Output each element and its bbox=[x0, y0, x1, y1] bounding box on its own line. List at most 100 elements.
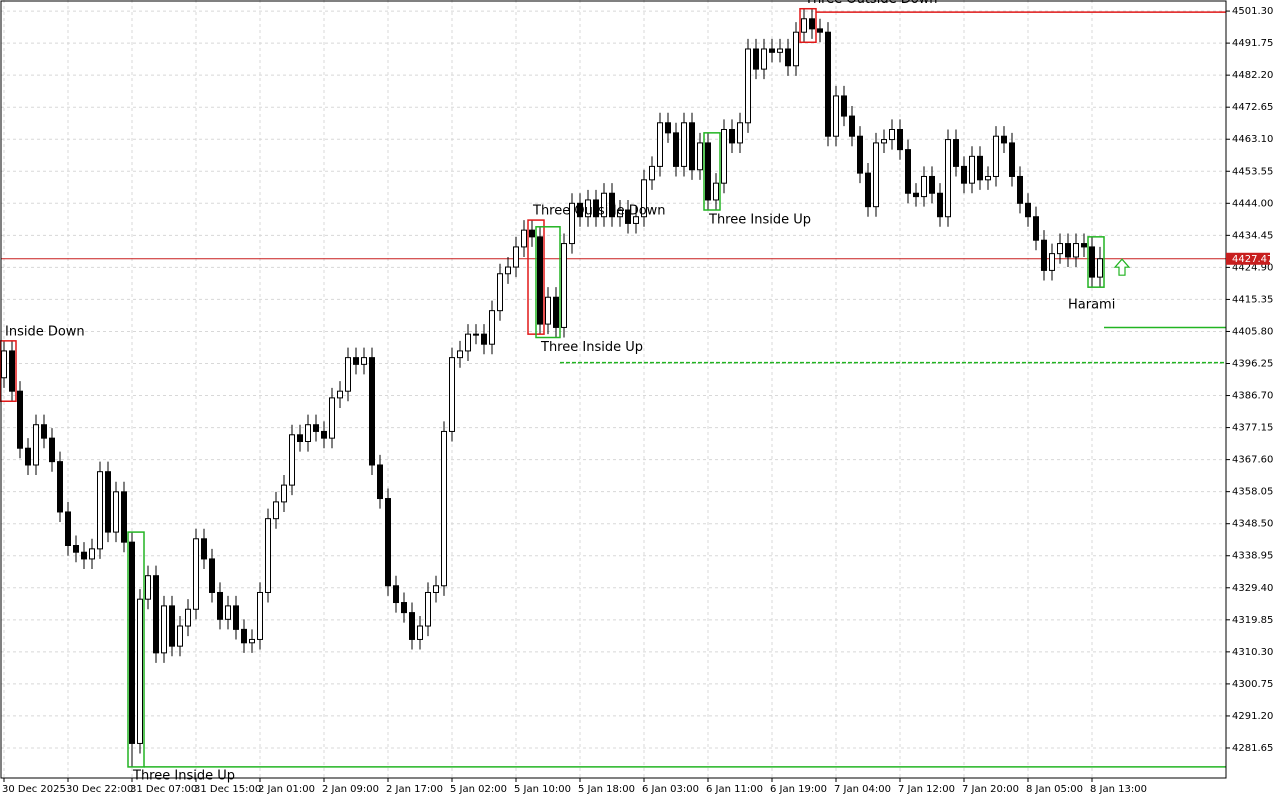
x-tick-label: 30 Dec 22:00 bbox=[66, 784, 133, 795]
candle-body bbox=[833, 95, 839, 137]
x-tick-label: 30 Dec 2025 bbox=[2, 784, 66, 795]
candle-body bbox=[1001, 135, 1007, 144]
candle-body bbox=[9, 350, 15, 392]
candle-body bbox=[457, 350, 463, 359]
grid bbox=[1, 0, 1226, 778]
y-tick-label: 4329.40 bbox=[1232, 583, 1273, 594]
candle-body bbox=[713, 182, 719, 201]
y-tick-label: 4472.65 bbox=[1232, 102, 1273, 113]
candle-body bbox=[105, 471, 111, 533]
x-tick-label: 5 Jan 10:00 bbox=[514, 784, 571, 795]
pattern-box bbox=[535, 226, 561, 339]
y-tick-label: 4444.00 bbox=[1232, 198, 1273, 209]
y-tick-label: 4482.20 bbox=[1232, 70, 1273, 81]
candle-body bbox=[1081, 243, 1087, 248]
candle-body bbox=[169, 605, 175, 647]
candle-body bbox=[425, 591, 431, 627]
candle-body bbox=[817, 28, 823, 33]
candle-body bbox=[409, 612, 415, 640]
x-tick-label: 5 Jan 02:00 bbox=[450, 784, 507, 795]
candle-body bbox=[49, 437, 55, 463]
candle-body bbox=[969, 155, 975, 184]
x-tick-label: 8 Jan 13:00 bbox=[1090, 784, 1147, 795]
candle-body bbox=[617, 209, 623, 218]
candle-body bbox=[1041, 239, 1047, 271]
pattern-label: Harami bbox=[1068, 298, 1115, 313]
y-tick-label: 4491.75 bbox=[1232, 38, 1273, 49]
candle-body bbox=[513, 246, 519, 268]
y-tick-label: 4424.90 bbox=[1232, 262, 1273, 273]
candle-body bbox=[1025, 202, 1031, 218]
y-tick-label: 4415.35 bbox=[1232, 294, 1273, 305]
candle-body bbox=[41, 424, 47, 439]
candle-body bbox=[265, 518, 271, 593]
candle-body bbox=[657, 122, 663, 167]
candle-body bbox=[129, 541, 135, 744]
candle-body bbox=[345, 357, 351, 392]
candle-body bbox=[473, 333, 479, 336]
candle-body bbox=[745, 48, 751, 124]
candle-body bbox=[73, 545, 79, 553]
candle-body bbox=[761, 48, 767, 70]
candle-body bbox=[545, 296, 551, 325]
candle-body bbox=[353, 357, 359, 365]
candle-body bbox=[321, 430, 327, 439]
candle-body bbox=[241, 628, 247, 644]
x-tick-label: 7 Jan 12:00 bbox=[898, 784, 955, 795]
candle-body bbox=[441, 430, 447, 587]
candle-body bbox=[593, 199, 599, 218]
y-tick-label: 4310.30 bbox=[1232, 647, 1273, 658]
y-tick-label: 4463.10 bbox=[1232, 134, 1273, 145]
x-tick-label: 6 Jan 19:00 bbox=[770, 784, 827, 795]
x-tick-label: 6 Jan 03:00 bbox=[642, 784, 699, 795]
candle-body bbox=[209, 558, 215, 593]
candle-body bbox=[433, 585, 439, 593]
candle-body bbox=[937, 192, 943, 218]
pattern-label: Three Inside Up bbox=[132, 769, 235, 784]
candle-body bbox=[881, 139, 887, 144]
last-price-tag bbox=[1226, 252, 1270, 265]
candle-body bbox=[201, 538, 207, 560]
pattern-label: Inside Down bbox=[5, 324, 85, 339]
candle-body bbox=[257, 591, 263, 640]
candle-body bbox=[217, 591, 223, 620]
pattern-box bbox=[703, 132, 721, 211]
candle-body bbox=[1073, 243, 1079, 258]
candle-body bbox=[161, 605, 167, 654]
candle-body bbox=[841, 95, 847, 117]
candle-body bbox=[553, 296, 559, 328]
y-tick-label: 4434.45 bbox=[1232, 230, 1273, 241]
candle-body bbox=[665, 122, 671, 134]
candle-body bbox=[993, 135, 999, 177]
candle-body bbox=[369, 357, 375, 466]
x-tick-label: 6 Jan 11:00 bbox=[706, 784, 763, 795]
y-tick-label: 4348.50 bbox=[1232, 519, 1273, 530]
candle-body bbox=[953, 139, 959, 167]
candle-body bbox=[305, 424, 311, 443]
candle-body bbox=[529, 229, 535, 238]
candle-body bbox=[25, 447, 31, 466]
candle-body bbox=[1065, 243, 1071, 258]
candle-body bbox=[561, 243, 567, 328]
candle-body bbox=[177, 625, 183, 647]
candle-body bbox=[801, 18, 807, 33]
candle-body bbox=[649, 165, 655, 181]
candle-body bbox=[401, 602, 407, 614]
candle-body bbox=[873, 142, 879, 208]
candle-body bbox=[145, 575, 151, 600]
candle-body bbox=[785, 48, 791, 67]
candle-body bbox=[329, 397, 335, 439]
last-price-label: 4427.47 bbox=[1232, 254, 1273, 265]
candle-body bbox=[449, 357, 455, 432]
candle-body bbox=[193, 538, 199, 610]
candle-body bbox=[857, 135, 863, 174]
candle-body bbox=[385, 498, 391, 587]
candle-body bbox=[153, 575, 159, 654]
candle-body bbox=[1033, 216, 1039, 241]
x-tick-label: 8 Jan 05:00 bbox=[1026, 784, 1083, 795]
candle-body bbox=[185, 608, 191, 627]
candle-body bbox=[913, 192, 919, 198]
candle-body bbox=[897, 128, 903, 151]
